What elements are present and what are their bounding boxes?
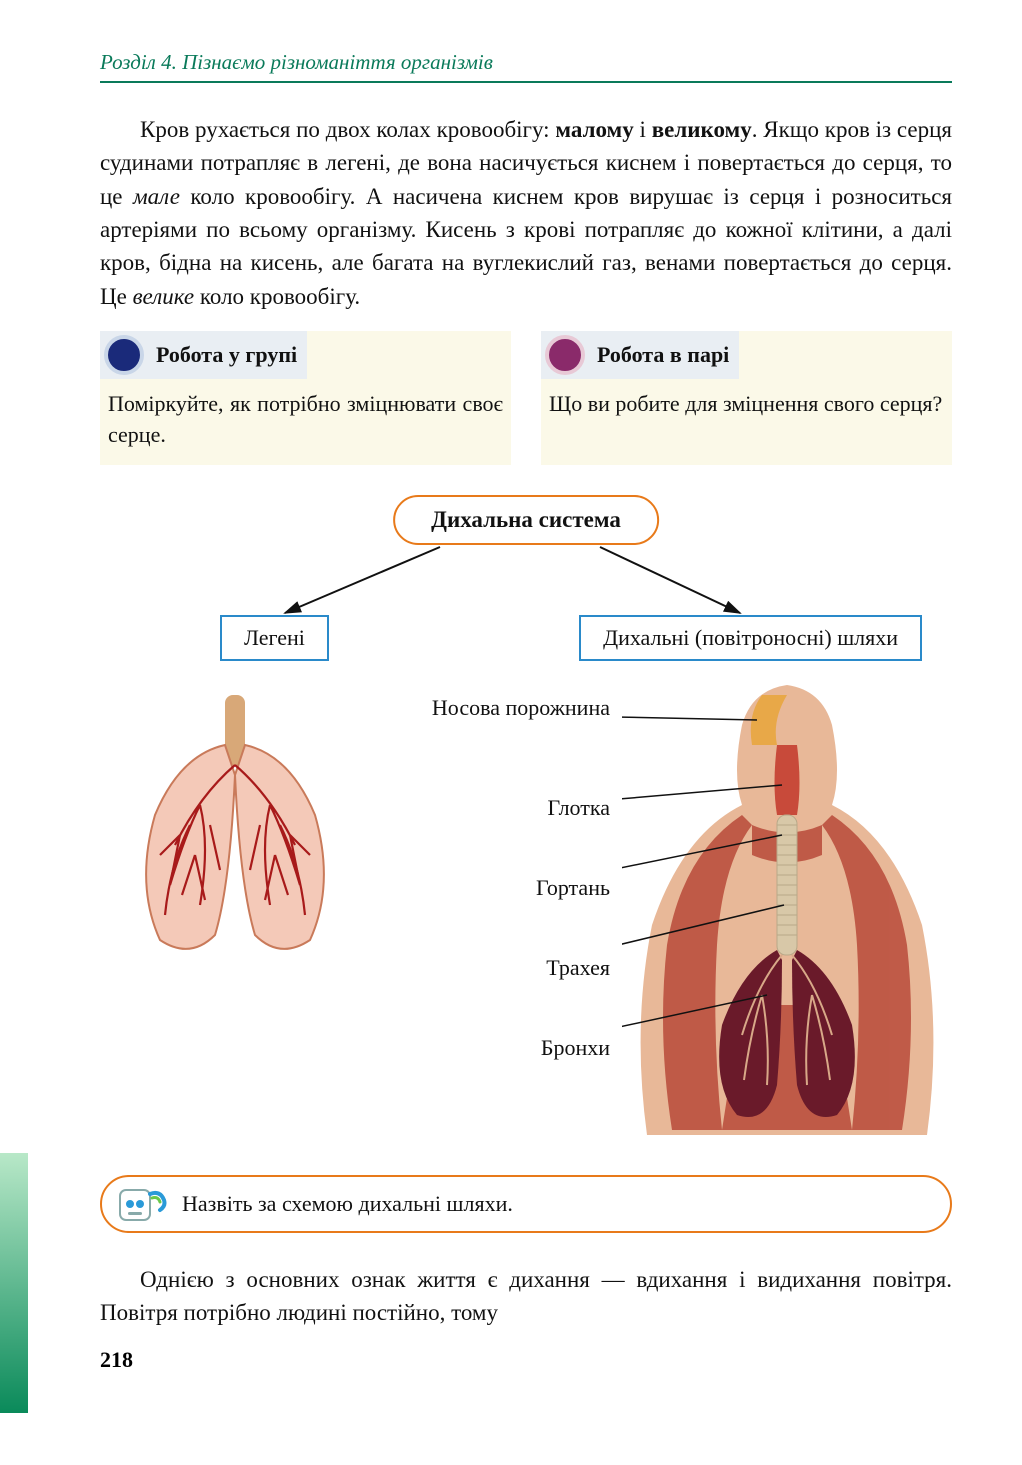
side-stripe xyxy=(0,1153,28,1413)
page-number: 218 xyxy=(100,1347,952,1373)
activity-group-body: Поміркуйте, як потрібно зміцнювати своє … xyxy=(100,379,511,465)
activity-group-header: Робота у групі xyxy=(100,331,307,379)
torso-illustration xyxy=(622,685,952,1145)
anatomy-row: Носова порожнина Глотка Гортань Трахея Б… xyxy=(100,685,952,1145)
lungs-illustration xyxy=(100,685,370,965)
paragraph-2: Однією з основних ознак життя є дихання … xyxy=(100,1263,952,1330)
activity-group: Робота у групі Поміркуйте, як потрібно з… xyxy=(100,331,511,465)
callout-text: Назвіть за схемою дихальні шляхи. xyxy=(182,1191,513,1216)
section-header: Розділ 4. Пізнаємо різноманіття організм… xyxy=(100,50,952,83)
bullet-icon-purple xyxy=(545,335,585,375)
p1-bold2: велико­му xyxy=(652,117,752,142)
diagram-root-node: Дихальна система xyxy=(393,495,659,545)
activity-pair-title: Робота в парі xyxy=(597,342,729,368)
diagram-node-airways: Дихальні (повітроносні) шляхи xyxy=(579,615,922,661)
activities-row: Робота у групі Поміркуйте, як потрібно з… xyxy=(100,331,952,465)
torso-wrap: Носова порожнина Глотка Гортань Трахея Б… xyxy=(390,685,952,1145)
activity-group-title: Робота у групі xyxy=(156,342,297,368)
diagram-respiratory-system: Дихальна система Легені Дихальні (повітр… xyxy=(100,495,952,675)
p1-text: Кров рухається по двох колах кровообігу: xyxy=(140,117,555,142)
robot-icon xyxy=(112,1176,168,1232)
p1-post: коло кровообігу. xyxy=(194,284,360,309)
bullet-icon-blue xyxy=(104,335,144,375)
diagram-node-lungs: Легені xyxy=(220,615,329,661)
p1-mid1: і xyxy=(634,117,652,142)
label-pharynx: Глотка xyxy=(548,795,611,821)
p1-ital1: мале xyxy=(133,184,180,209)
activity-pair-body: Що ви робите для зміц­нення свого серця? xyxy=(541,379,952,434)
p1-ital2: велике xyxy=(133,284,195,309)
p1-bold1: малому xyxy=(555,117,633,142)
activity-pair: Робота в парі Що ви робите для зміц­ненн… xyxy=(541,331,952,465)
label-bronchi: Бронхи xyxy=(541,1035,610,1061)
label-larynx: Гортань xyxy=(536,875,610,901)
label-nasal: Носова порожнина xyxy=(432,695,610,721)
callout-task: Назвіть за схемою дихальні шляхи. xyxy=(100,1175,952,1233)
activity-pair-header: Робота в парі xyxy=(541,331,739,379)
label-trachea: Трахея xyxy=(546,955,610,981)
paragraph-1: Кров рухається по двох колах кровообігу:… xyxy=(100,113,952,313)
